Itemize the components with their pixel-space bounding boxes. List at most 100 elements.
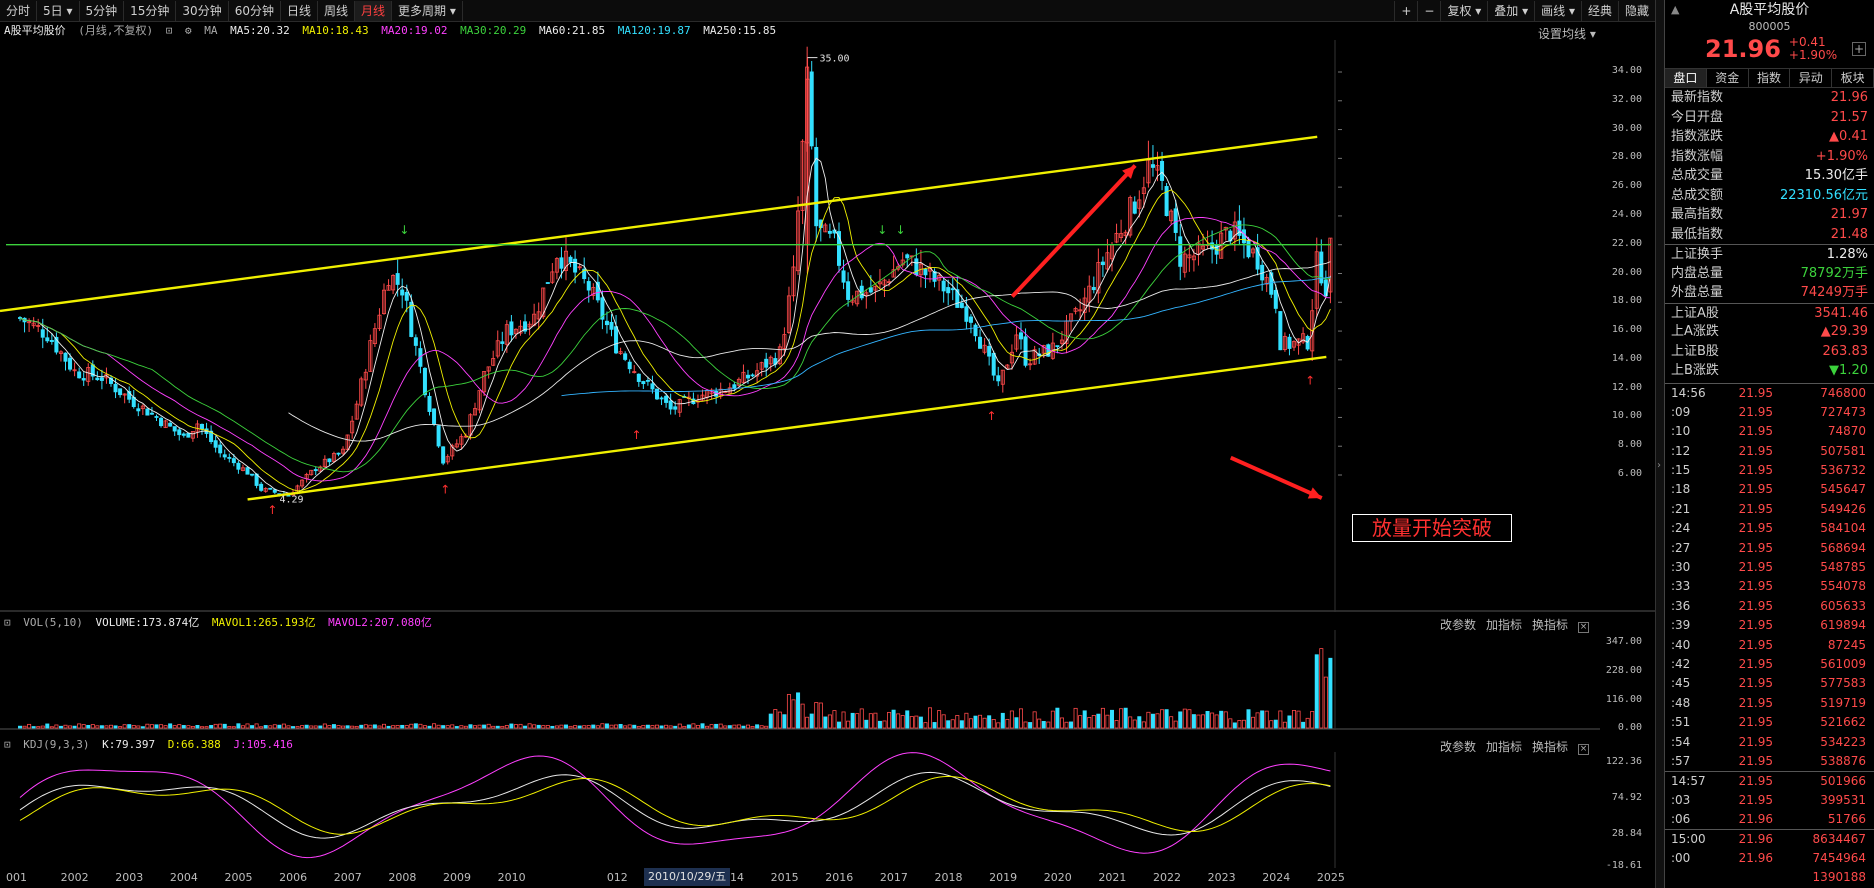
volume-bar xyxy=(814,702,819,729)
period-tab-3[interactable]: 15分钟 xyxy=(124,0,177,21)
volume-bar xyxy=(714,723,719,729)
toolbar-button-6[interactable]: 隐藏 xyxy=(1617,1,1655,21)
candle-body xyxy=(359,378,364,406)
kdj-control-2[interactable]: 换指标 xyxy=(1532,740,1569,754)
candle-body xyxy=(650,383,655,390)
toolbar-button-4[interactable]: 画线 ▾ xyxy=(1534,1,1581,21)
volume-bar xyxy=(236,723,241,729)
period-tab-4[interactable]: 30分钟 xyxy=(176,0,229,21)
sell-signal-icon: ↓ xyxy=(399,223,409,237)
tick-row: :54 21.95 534223 xyxy=(1665,733,1874,752)
volume-bar xyxy=(40,725,45,729)
volume-bar xyxy=(1146,711,1151,729)
kdj-lock-icon[interactable]: ⊡ xyxy=(4,738,11,751)
volume-bar xyxy=(636,725,641,729)
kdj-control-1[interactable]: 加指标 xyxy=(1486,740,1523,754)
quote-tab-3[interactable]: 异动 xyxy=(1790,69,1833,87)
period-tab-0[interactable]: 分时 xyxy=(0,0,38,21)
vol-control-1[interactable]: 加指标 xyxy=(1486,618,1523,632)
volume-bar xyxy=(177,724,182,729)
volume-bar xyxy=(272,724,277,729)
tick-row: :48 21.95 519719 xyxy=(1665,694,1874,713)
gear-icon[interactable]: ⚙ xyxy=(185,24,192,37)
volume-bar xyxy=(99,725,104,729)
tick-t: :24 xyxy=(1671,521,1691,536)
candle-body xyxy=(245,467,250,475)
price-chart[interactable]: ↑ ↑ ↑ ↑ ↑ ↓ ↓ ↓ 35.00 4.29 xyxy=(0,40,1655,612)
kdj-control-0[interactable]: 改参数 xyxy=(1440,740,1477,754)
kdj-j-line xyxy=(19,752,1331,859)
toolbar-button-5[interactable]: 经典 xyxy=(1580,1,1618,21)
ma120-line xyxy=(561,276,1331,397)
volume-chart[interactable] xyxy=(0,630,1600,730)
candle-body xyxy=(1287,336,1292,349)
candle-body xyxy=(313,469,318,472)
candle-body xyxy=(350,420,355,434)
quote-tab-1[interactable]: 资金 xyxy=(1707,69,1749,87)
candle-body xyxy=(450,445,455,457)
period-tab-8[interactable]: 月线 xyxy=(355,0,393,21)
kdj-chart[interactable] xyxy=(0,752,1600,868)
candle-body xyxy=(1128,197,1133,236)
volume-bar xyxy=(63,724,68,729)
toolbar-button-1[interactable]: − xyxy=(1417,1,1440,21)
period-tab-9[interactable]: 更多周期 ▾ xyxy=(392,0,463,21)
period-tab-2[interactable]: 5分钟 xyxy=(80,0,125,21)
candle-body xyxy=(222,454,227,458)
tick-v: 521662 xyxy=(1820,715,1866,730)
volume-bar xyxy=(1287,715,1292,729)
toolbar-button-3[interactable]: 叠加 ▾ xyxy=(1487,1,1534,21)
candle-body xyxy=(1301,333,1306,343)
period-tab-1[interactable]: 5日 ▾ xyxy=(37,0,80,21)
vol-close-icon[interactable]: × xyxy=(1578,622,1590,633)
volume-bar xyxy=(482,724,487,729)
tick-v: 548785 xyxy=(1820,560,1866,575)
volume-bar xyxy=(1210,712,1215,729)
volume-bar xyxy=(837,721,842,729)
tick-t: :21 xyxy=(1671,501,1691,516)
volume-bar xyxy=(327,725,332,729)
period-tab-7[interactable]: 周线 xyxy=(318,0,356,21)
volume-legend: ⊡ VOL(5,10) VOLUME:173.874亿 MAVOL1:265.1… xyxy=(4,614,438,632)
volume-value: VOLUME:173.874亿 xyxy=(95,616,200,629)
add-watchlist-icon[interactable]: + xyxy=(1852,42,1866,56)
price-axis-label: 30.00 xyxy=(1611,122,1642,134)
volume-bar xyxy=(109,724,114,729)
quote-tab-2[interactable]: 指数 xyxy=(1749,69,1791,87)
candle-body xyxy=(600,297,605,320)
up-arrow-icon[interactable]: ▲ xyxy=(1671,3,1680,16)
candle-body xyxy=(163,420,168,429)
vol-control-2[interactable]: 换指标 xyxy=(1532,618,1569,632)
tick-v: 549426 xyxy=(1820,501,1866,516)
toolbar-button-2[interactable]: 复权 ▾ xyxy=(1440,1,1487,21)
quote-tab-0[interactable]: 盘口 xyxy=(1665,69,1707,87)
toolbar-button-0[interactable]: + xyxy=(1394,1,1417,21)
vol-control-0[interactable]: 改参数 xyxy=(1440,618,1477,632)
volume-bar xyxy=(768,713,773,729)
panel-splitter[interactable]: › xyxy=(1655,0,1664,888)
ma-settings-button[interactable]: 设置均线 ▾ xyxy=(1538,27,1596,41)
candle-body xyxy=(436,425,441,447)
chevron-right-icon[interactable]: › xyxy=(1657,460,1661,471)
volume-bar xyxy=(186,725,191,729)
vol-lock-icon[interactable]: ⊡ xyxy=(4,616,11,629)
volume-bar xyxy=(864,719,869,729)
kdj-close-icon[interactable]: × xyxy=(1578,744,1590,755)
candle-body xyxy=(1119,233,1124,238)
quote-field-value: 74249万手 xyxy=(1800,285,1868,300)
candle-body xyxy=(31,322,36,327)
price-axis-label: 34.00 xyxy=(1611,65,1642,76)
candle-body xyxy=(759,362,764,370)
quote-tab-4[interactable]: 板块 xyxy=(1832,69,1874,87)
candle-body xyxy=(190,430,195,439)
period-tab-5[interactable]: 60分钟 xyxy=(229,0,281,21)
quote-field: 指数涨幅 +1.90% xyxy=(1665,147,1874,167)
period-tab-6[interactable]: 日线 xyxy=(281,0,318,21)
volume-bar xyxy=(245,723,250,729)
time-axis-label: 2003 xyxy=(115,871,144,884)
volume-bar xyxy=(1310,711,1315,729)
candle-body xyxy=(400,289,405,296)
lock-icon[interactable]: ⊡ xyxy=(165,24,173,37)
volume-bar xyxy=(982,717,987,729)
tick-t: :39 xyxy=(1671,618,1691,633)
